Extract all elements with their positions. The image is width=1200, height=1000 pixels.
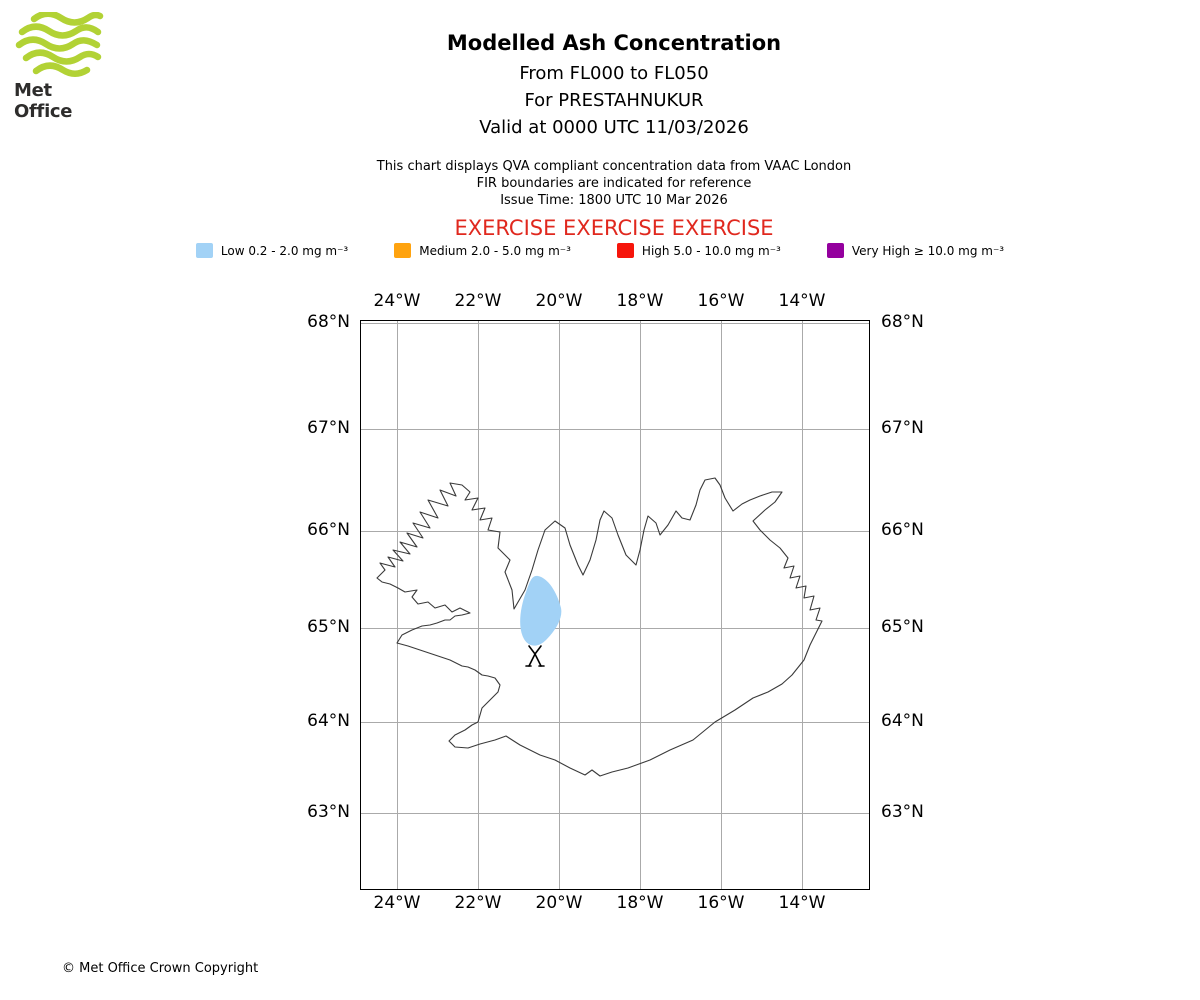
exercise-text: EXERCISE EXERCISE EXERCISE [454,216,774,240]
map-border [360,320,870,890]
lat-tick-right-68n: 68°N [881,312,924,332]
met-office-waves-icon [15,12,104,77]
ash-polygon [520,575,562,646]
map [360,320,870,890]
qva-note: This chart displays QVA compliant concen… [376,159,852,174]
legend-swatch-low [195,243,213,258]
legend-item-medium: Medium 2.0 - 5.0 mg m⁻³ [394,243,571,258]
legend: Low 0.2 - 2.0 mg m⁻³ Medium 2.0 - 5.0 mg… [0,243,1200,258]
lat-tick-left-68n: 68°N [307,312,350,332]
legend-item-high: High 5.0 - 10.0 mg m⁻³ [616,243,781,258]
lon-tick-top-18w: 18°W [616,291,664,311]
lon-tick-top-20w: 20°W [535,291,583,311]
volcano-subtitle: For PRESTAHNUKUR [524,90,704,111]
issue-time: Issue Time: 1800 UTC 10 Mar 2026 [500,193,728,208]
valid-time-subtitle: Valid at 0000 UTC 11/03/2026 [479,117,749,138]
lon-tick-top-24w: 24°W [373,291,421,311]
lon-tick-bottom-16w: 16°W [697,893,745,913]
lon-tick-bottom-20w: 20°W [535,893,583,913]
legend-swatch-medium [394,243,412,258]
legend-label-very-high: Very High ≥ 10.0 mg m⁻³ [851,243,1005,258]
page-title: Modelled Ash Concentration [446,31,782,55]
volcano-marker-icon [525,645,545,667]
met-office-logo: Met Office [14,12,114,122]
iceland-coastline [376,477,823,777]
met-office-logo-text: Met Office [14,80,73,122]
lon-tick-bottom-18w: 18°W [616,893,664,913]
lon-tick-bottom-14w: 14°W [778,893,826,913]
copyright-text: © Met Office Crown Copyright [62,961,259,976]
lat-tick-right-65n: 65°N [881,617,924,637]
lon-tick-top-14w: 14°W [778,291,826,311]
legend-item-very-high: Very High ≥ 10.0 mg m⁻³ [826,243,1005,258]
flight-levels-subtitle: From FL000 to FL050 [519,63,709,84]
lat-tick-left-66n: 66°N [307,520,350,540]
lat-tick-left-64n: 64°N [307,711,350,731]
lat-tick-right-64n: 64°N [881,711,924,731]
lon-tick-top-16w: 16°W [697,291,745,311]
fir-note: FIR boundaries are indicated for referen… [476,176,752,191]
legend-label-high: High 5.0 - 10.0 mg m⁻³ [641,243,781,258]
lon-tick-top-22w: 22°W [454,291,502,311]
grid-lines [360,320,870,890]
legend-label-low: Low 0.2 - 2.0 mg m⁻³ [220,243,349,258]
lat-tick-right-63n: 63°N [881,802,924,822]
lat-tick-left-63n: 63°N [307,802,350,822]
legend-swatch-very-high [826,243,844,258]
lon-tick-bottom-24w: 24°W [373,893,421,913]
legend-swatch-high [616,243,634,258]
map-canvas [360,320,870,890]
lat-tick-left-65n: 65°N [307,617,350,637]
lat-tick-right-66n: 66°N [881,520,924,540]
lat-tick-right-67n: 67°N [881,418,924,438]
lon-tick-bottom-22w: 22°W [454,893,502,913]
lat-tick-left-67n: 67°N [307,418,350,438]
legend-item-low: Low 0.2 - 2.0 mg m⁻³ [195,243,349,258]
legend-label-medium: Medium 2.0 - 5.0 mg m⁻³ [419,243,571,258]
